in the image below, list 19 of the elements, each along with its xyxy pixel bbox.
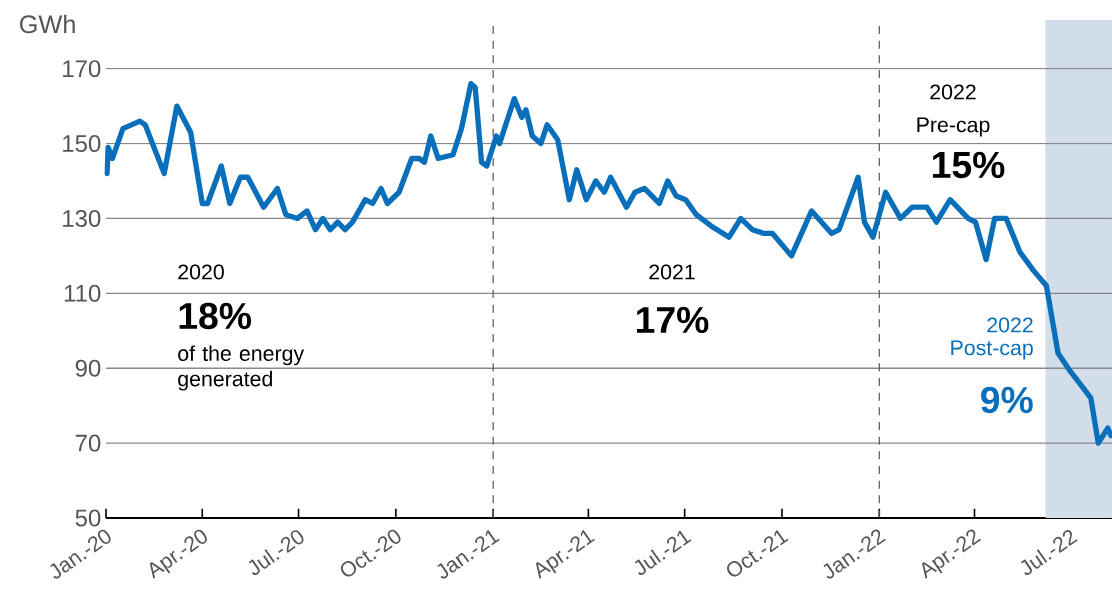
annotation: of the energy generated <box>178 345 305 391</box>
annotation: 2020 <box>178 264 224 280</box>
annotation: 9% <box>981 386 1033 414</box>
annotation: 2022 <box>987 317 1033 333</box>
annotation: 2021 <box>649 264 695 280</box>
y-tick-label: 150 <box>63 135 101 153</box>
annotation: Post-cap <box>951 340 1033 360</box>
annotation: 15% <box>932 151 1005 179</box>
annotation: 18% <box>179 302 251 330</box>
y-tick-label: 130 <box>63 209 101 227</box>
y-tick-label: 70 <box>75 434 101 452</box>
y-tick-label: 50 <box>75 509 101 527</box>
annotation: Pre-cap <box>917 117 990 137</box>
y-tick-label: 170 <box>63 60 101 78</box>
annotation: 17% <box>636 306 709 334</box>
y-tick-label: 90 <box>75 359 101 377</box>
annotation: 2022 <box>930 84 976 100</box>
y-tick-label: 110 <box>64 284 101 302</box>
y-axis-title: GWh <box>20 14 75 34</box>
